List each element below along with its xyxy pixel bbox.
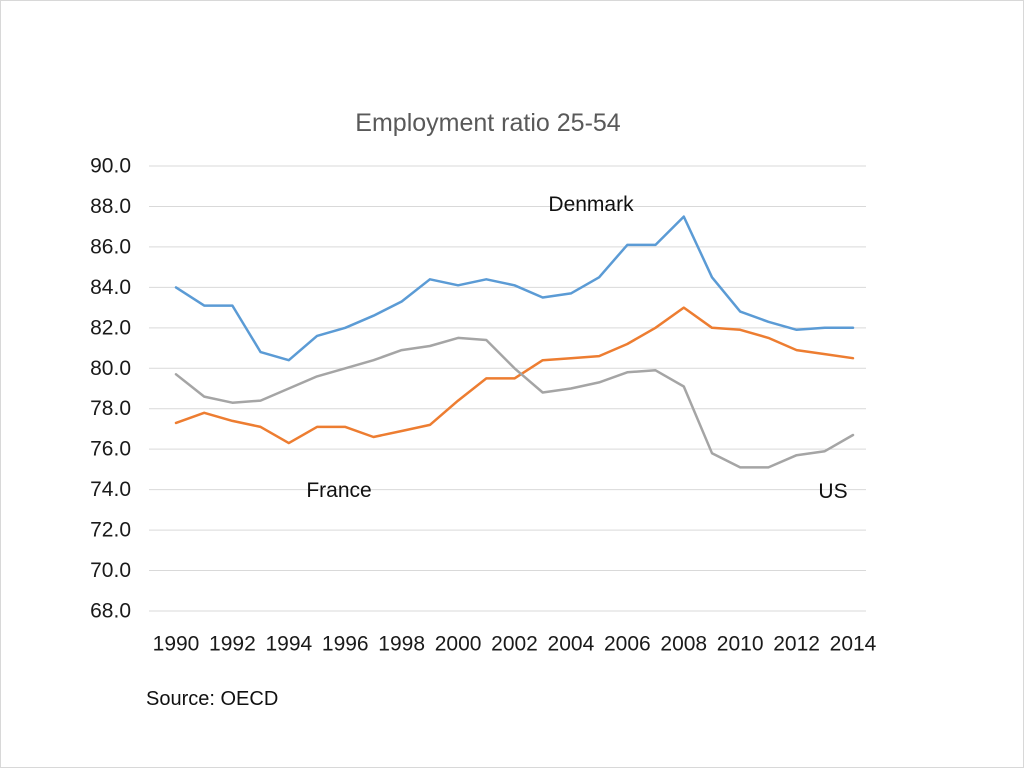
y-axis-tick-label: 86.0 <box>90 235 131 258</box>
y-axis-tick-label: 84.0 <box>90 276 131 299</box>
series-label-denmark: Denmark <box>548 193 634 216</box>
x-axis-tick-label: 1996 <box>322 633 369 656</box>
y-axis-tick-label: 76.0 <box>90 438 131 461</box>
source-note: Source: OECD <box>146 688 279 710</box>
x-axis-tick-label: 1998 <box>378 633 425 656</box>
chart-line-us <box>174 336 855 469</box>
x-axis-tick-label: 2004 <box>548 633 595 656</box>
y-axis-tick-label: 78.0 <box>90 397 131 420</box>
series-label-france: France <box>306 479 372 502</box>
x-axis-tick-label: 1990 <box>153 633 200 656</box>
y-axis-tick-label: 74.0 <box>90 478 131 501</box>
x-axis-tick-label: 2010 <box>717 633 764 656</box>
y-axis-tick-label: 82.0 <box>90 316 131 339</box>
x-axis-tick-label: 1994 <box>265 633 312 656</box>
y-axis-tick-label: 68.0 <box>90 600 131 623</box>
chart-line-denmark <box>174 215 855 362</box>
x-axis-tick-label: 1992 <box>209 633 256 656</box>
chart-title: Employment ratio 25-54 <box>355 109 621 137</box>
x-axis-tick-label: 2002 <box>491 633 538 656</box>
y-axis-tick-label: 70.0 <box>90 559 131 582</box>
x-axis-tick-label: 2012 <box>773 633 820 656</box>
x-axis-tick-label: 2014 <box>830 633 877 656</box>
y-axis-tick-label: 90.0 <box>90 155 131 178</box>
y-axis-tick-label: 80.0 <box>90 357 131 380</box>
x-axis-tick-label: 2000 <box>435 633 482 656</box>
y-axis-tick-label: 88.0 <box>90 195 131 218</box>
y-axis-tick-label: 72.0 <box>90 519 131 542</box>
chart-line-france <box>174 306 855 445</box>
x-axis-tick-label: 2006 <box>604 633 651 656</box>
x-axis-tick-label: 2008 <box>660 633 707 656</box>
series-label-us: US <box>818 480 848 503</box>
